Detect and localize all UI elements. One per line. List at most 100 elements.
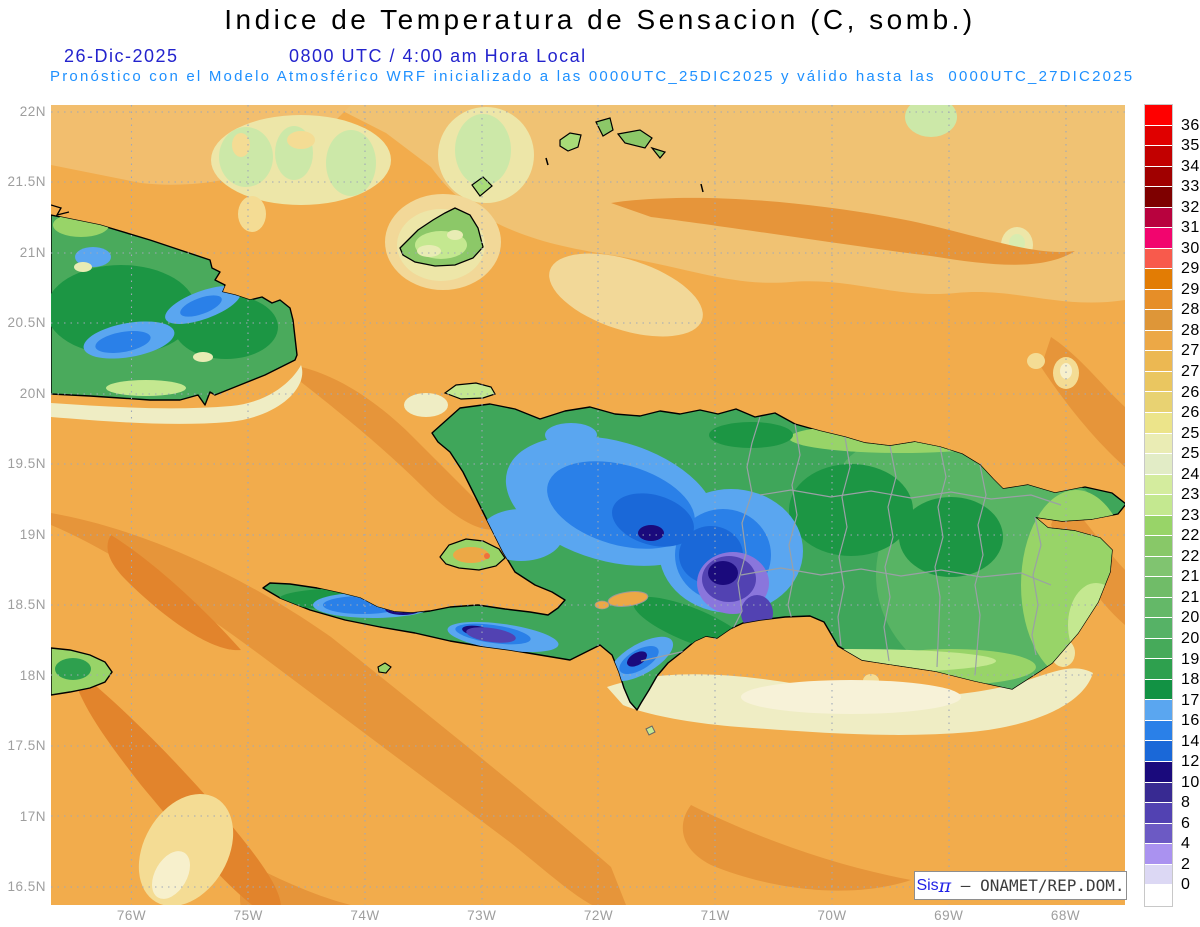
colorbar-value: 27: [1181, 363, 1200, 380]
lon-label: 71W: [700, 908, 730, 923]
colorbar-value: 16: [1181, 712, 1200, 730]
colorbar-band: [1145, 782, 1172, 804]
colorbar-value: 2: [1181, 855, 1191, 873]
colorbar-band: [1145, 207, 1172, 229]
turks-islands: [650, 146, 667, 159]
colorbar-band: [1145, 618, 1172, 639]
lat-label: 21.5N: [7, 174, 46, 190]
map-canvas: [50, 97, 1127, 927]
colorbar-band: [1145, 248, 1172, 270]
colorbar-value: 31.5: [1181, 219, 1200, 237]
colorbar-band: [1145, 885, 1172, 906]
lat-label: 18N: [19, 667, 46, 683]
pi-icon: π: [938, 874, 952, 897]
temperature-map: [50, 97, 1127, 927]
admin-boundaries: [640, 416, 1062, 676]
run-info: 26-Dic-2025 0800 UTC / 4:00 am Hora Loca…: [0, 46, 1200, 68]
colorbar-value: 0: [1181, 876, 1191, 894]
colorbar-band: [1145, 495, 1172, 516]
colorbar-band: [1145, 433, 1172, 455]
colorbar-value: 6: [1181, 814, 1191, 832]
colorbar-value: 29.7: [1181, 260, 1200, 278]
colorbar-value: 17: [1181, 691, 1200, 709]
lon-label: 75W: [233, 908, 263, 923]
colorbar-value: 20: [1181, 630, 1200, 647]
turks-islands: [595, 117, 614, 137]
colorbar-band: [1145, 105, 1172, 126]
colorbar-value: 30.7: [1181, 239, 1200, 257]
colorbar-band: [1145, 515, 1172, 537]
colorbar-band: [1145, 536, 1172, 557]
colorbar-band: [1145, 146, 1172, 167]
colorbar-band: [1145, 638, 1172, 660]
colorbar-band: [1145, 228, 1172, 249]
colorbar-value: 24: [1181, 465, 1200, 483]
colorbar-value: 34: [1181, 157, 1200, 175]
run-date: 26-Dic-2025: [64, 46, 179, 66]
lon-label: 70W: [817, 908, 847, 923]
colorbar-value: 18: [1181, 671, 1200, 689]
ile-a-vache: [377, 662, 392, 674]
colorbar-value: 26.5: [1181, 383, 1200, 401]
colorbar-band: [1145, 741, 1172, 762]
colorbar-band: [1145, 351, 1172, 372]
lon-label: 68W: [1050, 908, 1081, 923]
colorbar-value: 22.5: [1181, 527, 1200, 545]
colorbar-band: [1145, 125, 1172, 147]
colorbar-band: [1145, 679, 1172, 701]
lat-label: 17.5N: [7, 738, 46, 754]
colorbar-value: 12: [1181, 753, 1200, 771]
colorbar-value: 26: [1181, 404, 1200, 422]
lon-label: 76W: [116, 908, 147, 923]
colorbar-value: 10: [1181, 773, 1200, 791]
sispi-logo: Sis: [916, 876, 939, 894]
colorbar-value: 21: [1181, 588, 1200, 606]
colorbar-band: [1145, 412, 1172, 434]
colorbar-band: [1145, 289, 1172, 311]
lat-label: 18.5N: [7, 597, 46, 613]
turks-islands: [616, 129, 653, 149]
colorbar-band: [1145, 803, 1172, 824]
colorbar-value: 4: [1181, 835, 1191, 853]
colorbar-band: [1145, 474, 1172, 496]
beata-island: [645, 725, 656, 736]
colorbar-band: [1145, 844, 1172, 865]
colorbar-value: 14: [1181, 732, 1200, 750]
colorbar-band: [1145, 864, 1172, 886]
colorbar-band: [1145, 166, 1172, 188]
lat-label: 21N: [19, 244, 46, 260]
lon-label: 69W: [934, 908, 964, 923]
temperature-colorbar: [1144, 104, 1173, 907]
colorbar-band: [1145, 577, 1172, 598]
lat-label: 20.5N: [7, 315, 46, 331]
page-title: Indice de Temperatura de Sensacion (C, s…: [224, 4, 976, 35]
org-label: – ONAMET/REP.DOM.: [951, 876, 1125, 895]
lat-label: 22N: [19, 104, 46, 119]
colorbar-band: [1145, 371, 1172, 393]
colorbar-band: [1145, 330, 1172, 352]
colorbar-band: [1145, 454, 1172, 475]
colorbar-band: [1145, 310, 1172, 331]
lat-label: 17N: [19, 808, 46, 824]
colorbar-band: [1145, 700, 1172, 721]
colorbar-value: 27.5: [1181, 342, 1200, 360]
colorbar-value: 25.5: [1181, 424, 1200, 442]
colorbar-band: [1145, 720, 1172, 742]
colorbar-value: 23: [1181, 506, 1200, 524]
colorbar-band: [1145, 269, 1172, 290]
colorbar-band: [1145, 556, 1172, 578]
tortuga-island: [443, 382, 496, 400]
colorbar-value: 25: [1181, 445, 1200, 463]
colorbar-value: 21.5: [1181, 568, 1200, 586]
watermark-badge: Sis π – ONAMET/REP.DOM.: [914, 871, 1127, 900]
colorbar-value: 22: [1181, 547, 1200, 565]
colorbar-value: 29: [1181, 280, 1200, 298]
lat-label: 20N: [19, 385, 46, 401]
colorbar-value: 8: [1181, 794, 1191, 812]
colorbar-value: 28.5: [1181, 301, 1200, 319]
lat-label: 19.5N: [7, 456, 46, 472]
caicos-island: [559, 132, 582, 152]
lon-label: 73W: [467, 908, 497, 923]
colorbar-band: [1145, 597, 1172, 619]
